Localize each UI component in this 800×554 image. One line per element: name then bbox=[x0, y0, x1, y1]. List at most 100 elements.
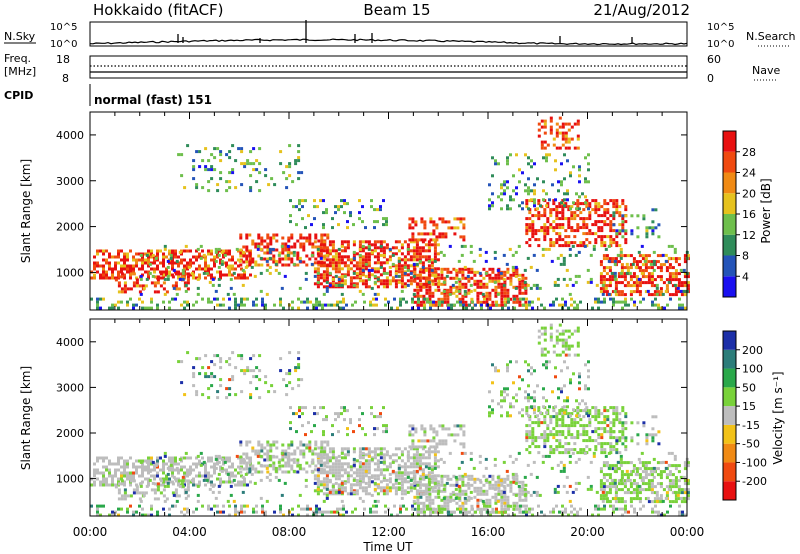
velocity-cell bbox=[543, 415, 547, 419]
velocity-cell bbox=[680, 500, 684, 504]
power-cell bbox=[624, 300, 627, 304]
power-cell bbox=[488, 207, 491, 211]
power-cell bbox=[629, 290, 633, 294]
velocity-cell bbox=[482, 483, 486, 487]
power-cell bbox=[564, 241, 568, 245]
power-cell bbox=[462, 223, 466, 227]
power-cell bbox=[385, 223, 388, 227]
power-cell bbox=[618, 300, 621, 304]
velocity-cell bbox=[579, 409, 583, 413]
velocity-cell bbox=[599, 488, 603, 492]
power-cell bbox=[546, 229, 550, 233]
power-cell bbox=[111, 276, 114, 280]
power-cell bbox=[400, 276, 404, 280]
velocity-cell bbox=[558, 430, 562, 434]
power-cell bbox=[382, 199, 385, 203]
velocity-cell bbox=[426, 439, 430, 443]
power-cell bbox=[319, 282, 323, 286]
power-cell bbox=[174, 255, 177, 259]
power-cell bbox=[174, 287, 178, 291]
velocity-cell bbox=[656, 473, 660, 477]
power-cell bbox=[293, 245, 297, 249]
power-cell bbox=[385, 258, 389, 262]
power-cell bbox=[603, 300, 606, 304]
power-cell bbox=[237, 258, 240, 262]
power-colorbar-label: Power [dB] bbox=[759, 178, 773, 243]
power-cell bbox=[171, 264, 174, 268]
power-cell bbox=[196, 277, 200, 281]
velocity-cell bbox=[458, 477, 462, 481]
power-cell bbox=[93, 276, 96, 280]
power-cell bbox=[469, 250, 473, 254]
velocity-cell bbox=[243, 483, 246, 487]
power-cell bbox=[231, 168, 235, 172]
velocity-cell bbox=[558, 418, 562, 422]
velocity-cell bbox=[606, 442, 610, 446]
power-cell bbox=[292, 253, 296, 257]
power-cell bbox=[417, 300, 420, 304]
power-cell bbox=[201, 186, 205, 190]
velocity-cell bbox=[605, 473, 609, 477]
power-cell bbox=[478, 253, 482, 257]
power-cell bbox=[186, 275, 190, 279]
velocity-cell bbox=[617, 500, 621, 504]
velocity-cell bbox=[328, 465, 332, 469]
power-cell bbox=[361, 255, 365, 259]
velocity-cell bbox=[237, 471, 240, 475]
velocity-cell bbox=[189, 468, 192, 472]
velocity-cell bbox=[483, 504, 486, 508]
velocity-cell bbox=[531, 427, 535, 431]
power-cell bbox=[525, 297, 528, 301]
power-cell bbox=[196, 292, 200, 296]
power-cell bbox=[527, 189, 530, 193]
velocity-cell bbox=[678, 513, 681, 517]
power-cell bbox=[198, 255, 201, 259]
power-cell bbox=[334, 282, 338, 286]
velocity-cell bbox=[96, 510, 99, 514]
power-cell bbox=[195, 183, 199, 187]
power-cell bbox=[364, 261, 368, 265]
velocity-cell bbox=[358, 453, 362, 457]
power-cell bbox=[647, 266, 651, 270]
power-cell bbox=[355, 282, 359, 286]
power-cell bbox=[602, 287, 606, 291]
power-cell bbox=[120, 290, 124, 294]
power-cell bbox=[346, 258, 350, 262]
velocity-cell bbox=[437, 486, 441, 490]
power-cell bbox=[296, 251, 300, 255]
power-cell bbox=[207, 252, 210, 256]
velocity-cell bbox=[279, 504, 282, 508]
power-cell bbox=[579, 241, 583, 245]
power-cell bbox=[291, 300, 294, 304]
velocity-cell bbox=[411, 513, 414, 517]
power-cell bbox=[153, 275, 157, 279]
velocity-cell bbox=[174, 479, 178, 483]
power-cell bbox=[676, 286, 680, 290]
velocity-cell bbox=[626, 461, 630, 465]
velocity-cell bbox=[219, 510, 222, 514]
velocity-cell bbox=[180, 459, 183, 463]
power-cell bbox=[588, 229, 592, 233]
power-cell bbox=[599, 275, 603, 279]
power-cell bbox=[183, 306, 186, 310]
velocity-cell bbox=[630, 504, 633, 508]
velocity-cell bbox=[177, 479, 181, 483]
power-cell bbox=[501, 306, 504, 310]
velocity-cell bbox=[444, 439, 448, 443]
power-cell bbox=[609, 238, 613, 242]
power-cell bbox=[292, 262, 296, 266]
velocity-cell bbox=[343, 453, 347, 457]
velocity-cell bbox=[421, 453, 425, 457]
velocity-cell bbox=[156, 485, 160, 489]
power-cell bbox=[428, 294, 432, 298]
velocity-cell bbox=[385, 465, 389, 469]
power-cell bbox=[138, 258, 141, 262]
power-cell bbox=[114, 261, 117, 265]
power-cell bbox=[111, 303, 114, 307]
velocity-cell bbox=[605, 485, 609, 489]
power-cell bbox=[528, 199, 532, 203]
velocity-cell bbox=[588, 424, 592, 428]
power-cell bbox=[656, 260, 660, 264]
power-cell bbox=[406, 252, 410, 256]
velocity-cell bbox=[620, 473, 624, 477]
